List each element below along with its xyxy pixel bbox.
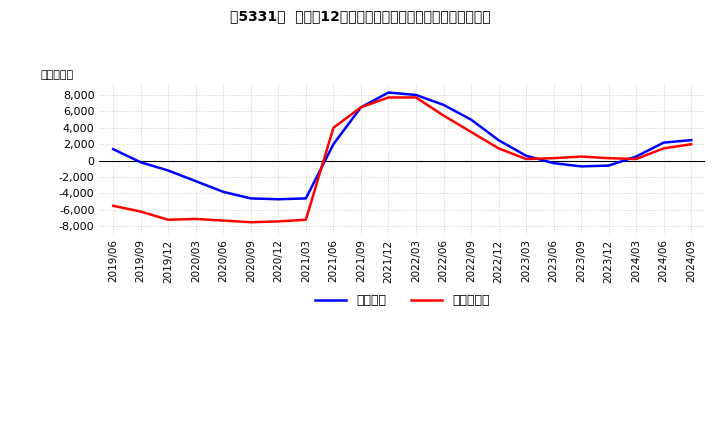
当期純利益 xyxy=(274,219,283,224)
経常利益 xyxy=(329,142,338,147)
経常利益 xyxy=(522,153,531,158)
当期純利益 xyxy=(302,217,310,222)
経常利益 xyxy=(412,92,420,98)
経常利益 xyxy=(660,140,668,145)
経常利益 xyxy=(577,164,585,169)
経常利益 xyxy=(632,154,641,159)
当期純利益 xyxy=(494,146,503,151)
当期純利益 xyxy=(632,156,641,161)
当期純利益 xyxy=(384,95,393,100)
当期純利益 xyxy=(329,125,338,131)
経常利益 xyxy=(109,147,117,152)
経常利益 xyxy=(494,137,503,143)
経常利益 xyxy=(439,102,448,107)
経常利益 xyxy=(274,197,283,202)
当期純利益 xyxy=(439,113,448,118)
当期純利益 xyxy=(522,156,531,161)
経常利益 xyxy=(549,161,558,166)
経常利益 xyxy=(467,117,475,122)
経常利益 xyxy=(192,179,200,184)
Line: 当期純利益: 当期純利益 xyxy=(113,97,691,222)
経常利益 xyxy=(604,163,613,168)
経常利益 xyxy=(219,189,228,194)
当期純利益 xyxy=(687,142,696,147)
当期純利益 xyxy=(164,217,173,222)
経常利益 xyxy=(356,105,365,110)
当期純利益 xyxy=(549,156,558,161)
当期純利益 xyxy=(246,220,255,225)
当期純利益 xyxy=(412,95,420,100)
経常利益 xyxy=(302,196,310,201)
当期純利益 xyxy=(192,216,200,222)
当期純利益 xyxy=(577,154,585,159)
当期純利益 xyxy=(356,105,365,110)
経常利益 xyxy=(384,90,393,95)
当期純利益 xyxy=(467,129,475,135)
Text: ［5331］  利益だ12か月移動合計の対前年同期増減額の推移: ［5331］ 利益だ12か月移動合計の対前年同期増減額の推移 xyxy=(230,9,490,23)
当期純利益 xyxy=(109,203,117,209)
Y-axis label: （百万円）: （百万円） xyxy=(40,70,73,80)
経常利益 xyxy=(136,160,145,165)
Line: 経常利益: 経常利益 xyxy=(113,92,691,199)
経常利益 xyxy=(246,196,255,201)
当期純利益 xyxy=(219,218,228,223)
Legend: 経常利益, 当期純利益: 経常利益, 当期純利益 xyxy=(310,290,495,312)
当期純利益 xyxy=(604,156,613,161)
当期純利益 xyxy=(136,209,145,214)
当期純利益 xyxy=(660,146,668,151)
経常利益 xyxy=(687,137,696,143)
経常利益 xyxy=(164,168,173,173)
